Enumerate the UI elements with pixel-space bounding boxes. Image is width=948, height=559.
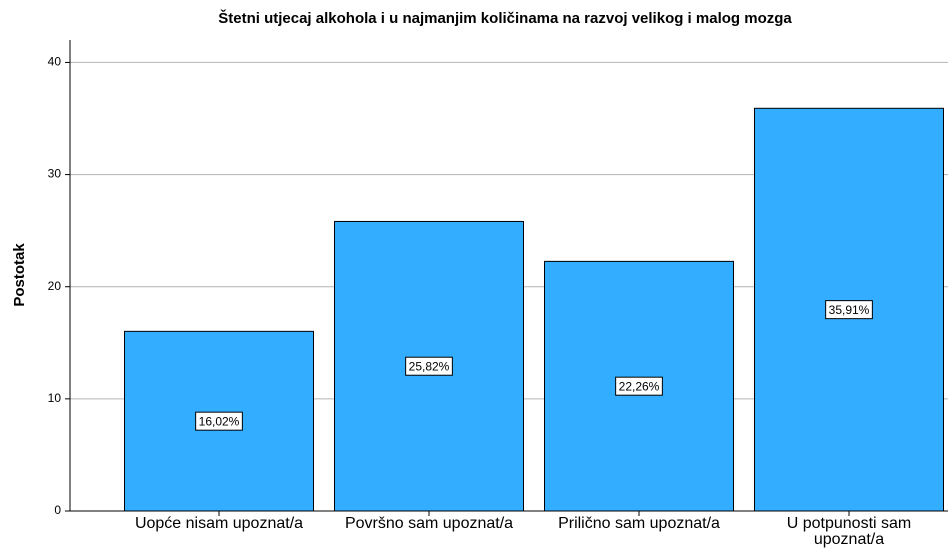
value-label-box (615, 376, 663, 396)
y-tick-label: 0 (54, 503, 61, 517)
value-label: 22,26% (619, 379, 660, 393)
value-label-box (195, 411, 243, 431)
value-label: 35,91% (829, 303, 870, 317)
y-tick-label: 20 (48, 279, 62, 293)
x-tick-label: Površno sam upoznat/a (344, 515, 514, 532)
y-tick-label: 40 (48, 55, 62, 69)
value-label-box (825, 300, 873, 320)
x-tick-label: Uopće nisam upoznat/a (134, 515, 304, 532)
y-tick-label: 30 (48, 167, 62, 181)
value-label: 25,82% (409, 359, 450, 373)
y-tick-label: 10 (48, 391, 62, 405)
value-label-box (405, 356, 453, 376)
x-tick-label: Prilično sam upoznat/a (558, 515, 720, 532)
chart-title: Štetni utjecaj alkohola i u najmanjim ko… (218, 9, 792, 27)
value-label: 16,02% (199, 414, 240, 428)
y-axis-label: Postotak (11, 243, 28, 307)
x-tick-label: U potpunosti sam upoznat/a (786, 515, 912, 548)
